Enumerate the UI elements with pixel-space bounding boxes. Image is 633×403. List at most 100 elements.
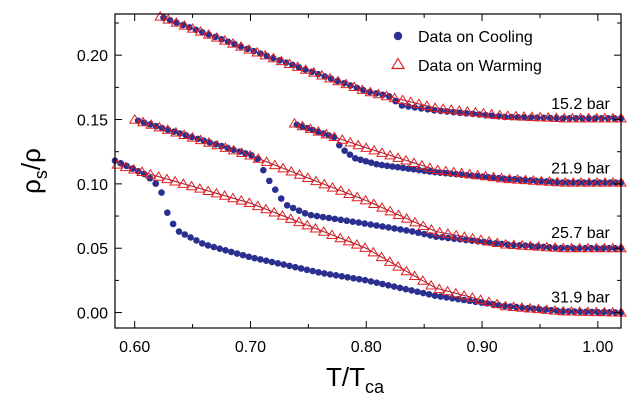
warming-point [540,241,553,252]
legend-label-warming: Data on Warming [418,58,542,75]
cooling-point [444,234,452,242]
warming-point [348,81,361,92]
cooling-point [164,209,171,216]
y-axis-title: ρs/ρ [16,148,51,194]
warming-point [598,112,611,123]
warming-point [558,112,571,123]
cooling-point [140,119,148,126]
cooling-point [248,152,255,159]
warming-point [532,241,545,251]
cooling-point [431,292,439,299]
legend-marker-cooling [393,31,403,41]
cooling-point [357,156,364,164]
warming-point [227,37,239,48]
warming-point [243,43,255,54]
cooling-point [292,263,299,271]
warming-point [367,198,380,209]
warming-point [161,124,174,134]
warming-point [375,251,388,262]
warming-point [495,172,508,183]
warming-point [507,239,520,250]
cooling-point [361,276,369,284]
warming-point [376,202,388,212]
warming-point [137,116,149,127]
warming-point [277,162,289,173]
warming-point [144,168,157,179]
cooling-point [187,234,194,241]
warming-point [532,303,545,314]
legend-marker-warming [390,57,406,70]
warming-point [243,197,256,207]
cooling-point [268,258,276,266]
warming-point [491,298,504,309]
cooling-point [367,159,375,167]
warming-point [582,242,594,253]
warming-point [119,161,132,172]
cooling-point [355,219,363,226]
axis-ticks: 0.60 0.70 0.80 0.90 1.00 0.00 0.05 0.10 0.15 0.20 [77,14,621,356]
warming-point [392,209,405,220]
cooling-point [373,160,380,168]
plot-area-background [115,14,621,328]
cooling-point [495,301,503,309]
warming-point [310,175,322,186]
cooling-point [367,278,375,285]
cooling-point [419,289,427,297]
warming-point [499,238,512,249]
cooling-point [344,273,351,281]
cooling-point [396,284,404,292]
cooling-point [362,157,370,165]
cooling-point [341,147,348,154]
warming-point [178,129,191,140]
warming-point [332,75,344,86]
cooling-point [542,306,549,314]
warming-point [177,178,190,188]
warming-point [575,177,588,187]
warming-point [527,175,540,185]
cooling-point [152,180,160,187]
warming-point [458,289,471,300]
warming-point [425,279,437,290]
warming-point [326,181,339,192]
cooling-point [430,106,438,114]
cooling-point [390,283,398,290]
warming-point [368,144,381,155]
cooling-point [600,308,607,316]
warming-point [518,110,530,121]
warming-point [260,156,273,166]
cooling-point [228,248,235,256]
warming-point [404,96,417,107]
cooling-point [373,279,381,287]
cooling-point [193,237,200,244]
cooling-point [222,246,229,254]
warming-point [276,210,289,220]
warming-point [342,235,355,246]
cooling-point [277,195,285,202]
cooling-point [206,139,213,146]
x-axis-title: T/Tca [326,362,385,397]
warming-point [210,31,223,42]
y-tick-label: 0.15 [77,113,108,130]
warming-point [318,178,331,189]
warming-point [154,11,167,21]
cooling-point [501,302,508,310]
y-tick-label: 0.05 [77,241,108,258]
warming-point [244,149,256,160]
cooling-point [266,177,273,185]
cooling-point [198,28,206,36]
cooling-point [415,229,422,237]
warming-point [293,216,305,227]
cooling-point [169,220,177,228]
warming-point [312,125,325,136]
warming-point [573,306,586,316]
warming-point [186,22,199,33]
warming-point [542,112,555,122]
pressure-annotations: 15.2 bar 21.9 bar 25.7 bar 31.9 bar [551,96,610,306]
warming-point [392,152,404,162]
warming-point [524,302,537,313]
cooling-point [280,261,287,268]
warming-point [590,112,603,123]
warming-point [388,92,401,103]
cooling-point [289,204,297,212]
cooling-point [117,160,125,167]
